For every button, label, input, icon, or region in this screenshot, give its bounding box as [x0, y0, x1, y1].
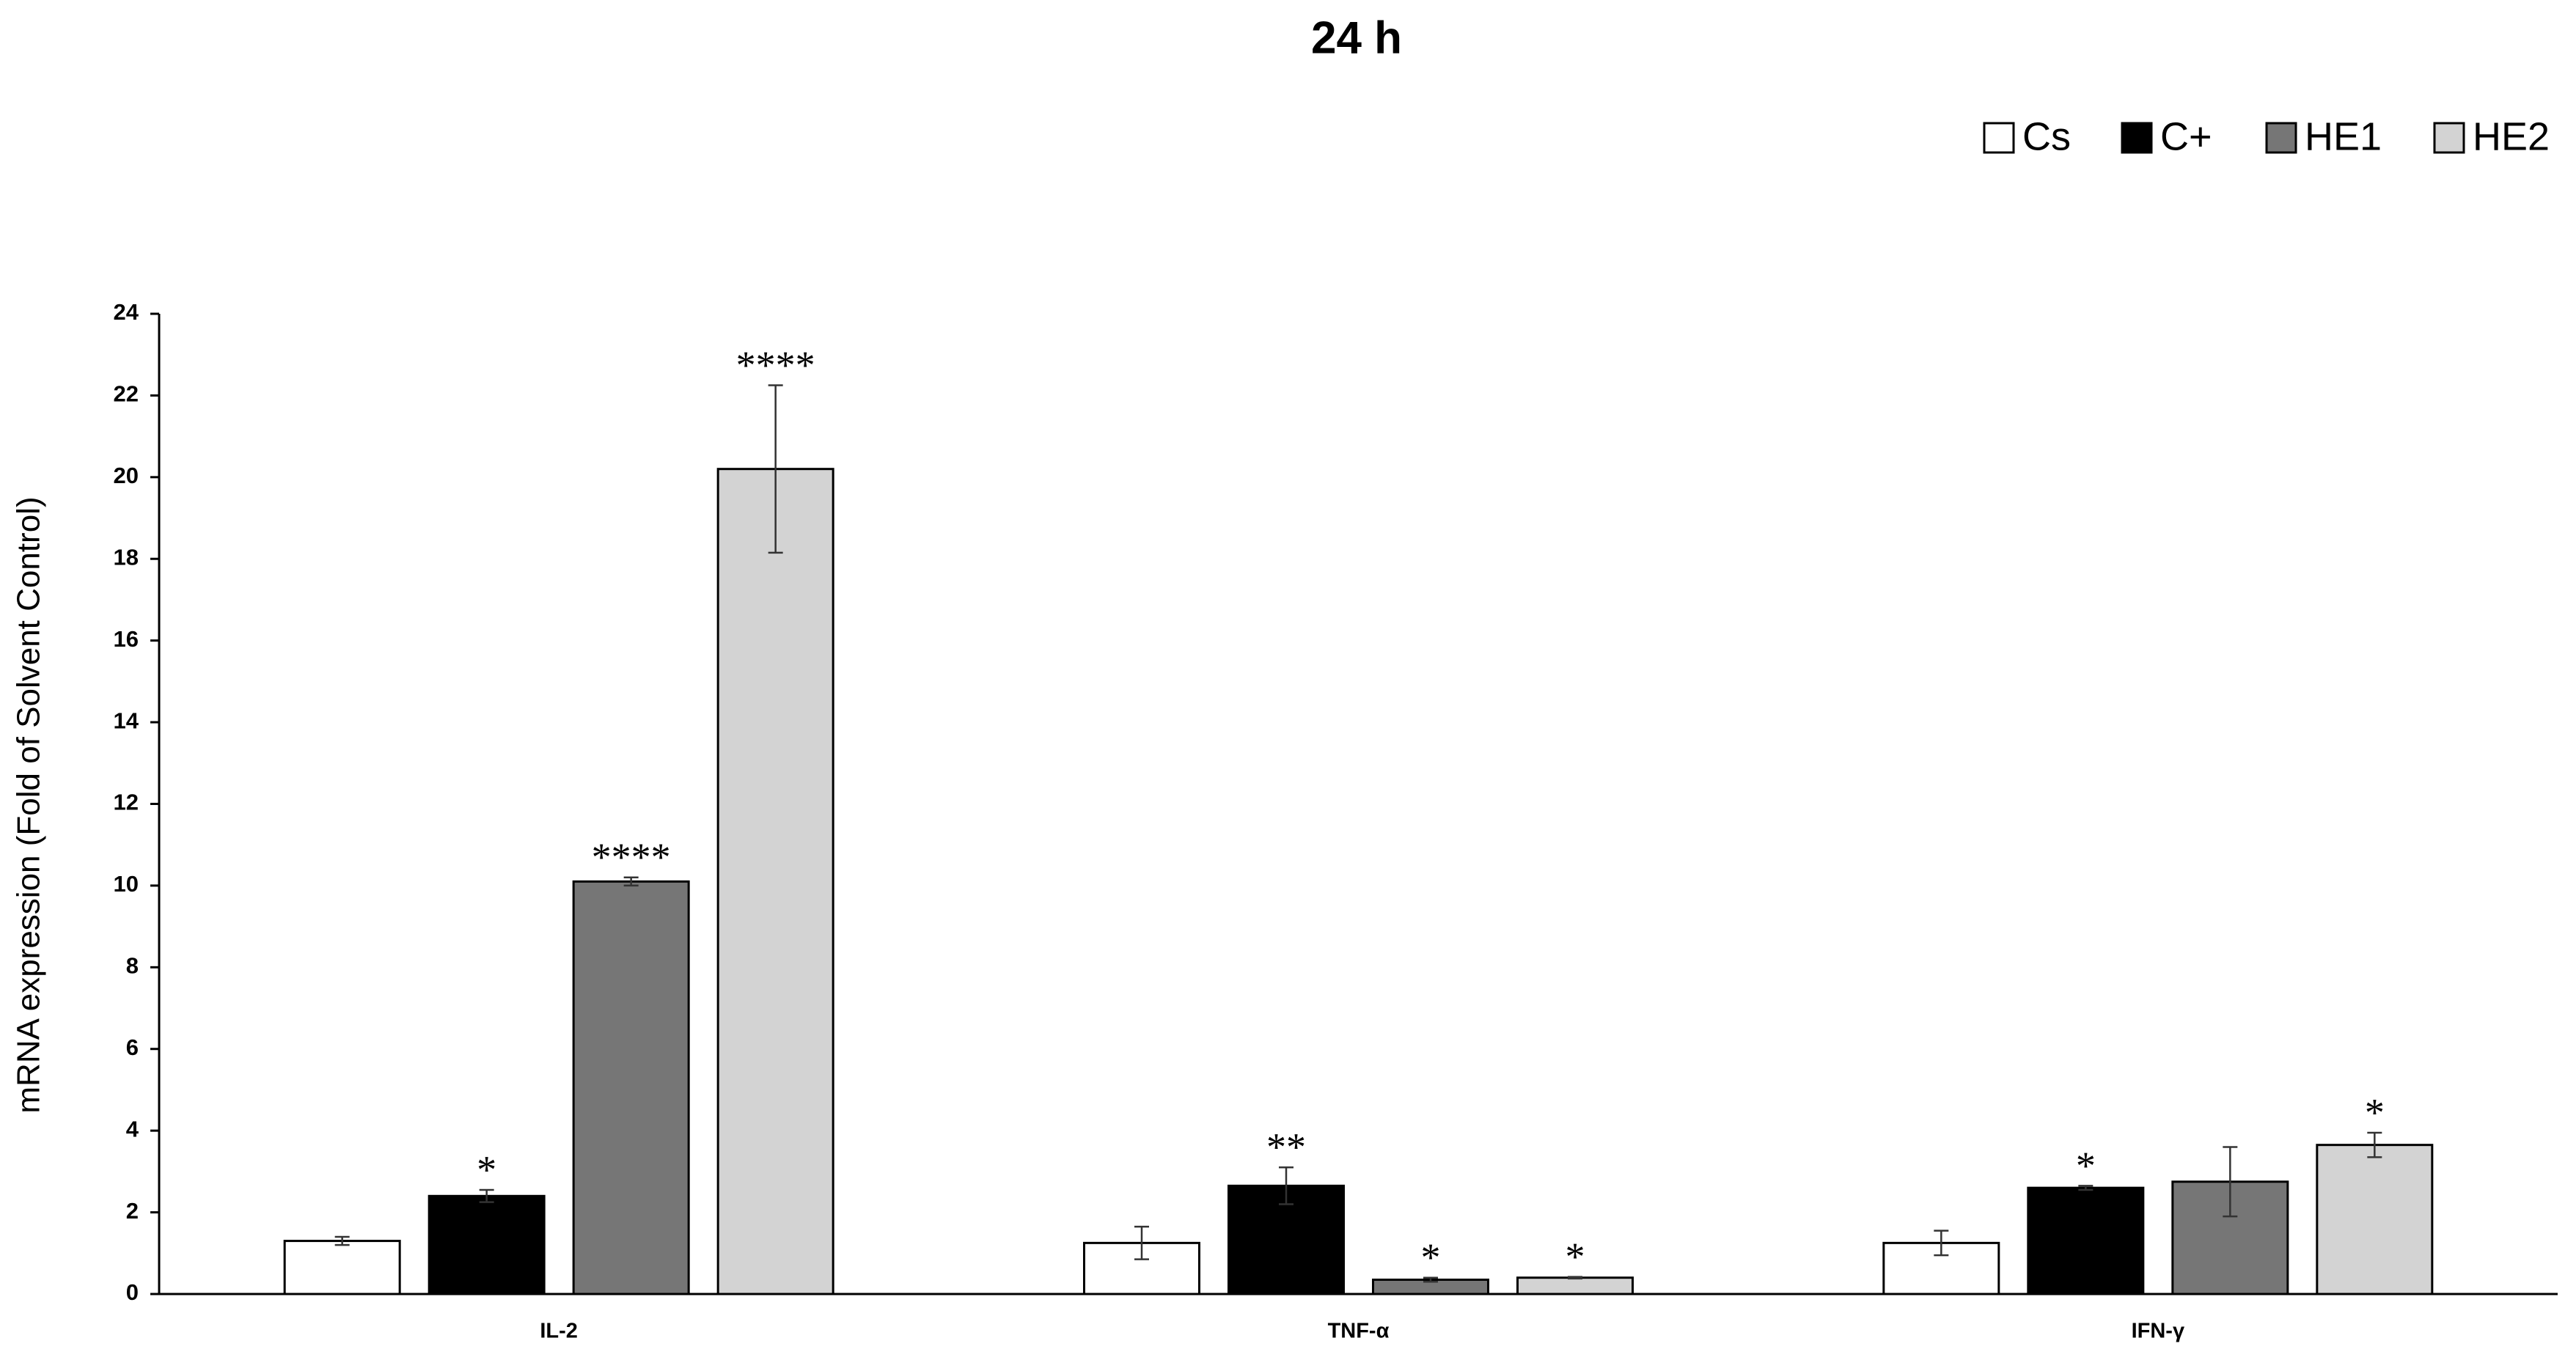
legend-label: Cs: [2022, 114, 2071, 158]
significance-label: *: [1566, 1235, 1585, 1279]
significance-label: ****: [592, 835, 671, 879]
error-bar: [1568, 1276, 1582, 1280]
error-bar: [2223, 1146, 2238, 1218]
legend-swatch: [2433, 122, 2465, 154]
y-tick-label: 22: [114, 381, 139, 407]
y-tick-label: 14: [114, 707, 139, 733]
significance-label: *: [2076, 1144, 2096, 1188]
chart-title: 24 h: [1311, 12, 1402, 63]
error-bar: [479, 1188, 494, 1203]
y-tick-label: 24: [114, 299, 139, 325]
x-tick-label: IL-2: [540, 1320, 578, 1343]
y-tick-label: 16: [114, 626, 139, 652]
bar: [1228, 1184, 1345, 1295]
significance-label: *: [477, 1147, 496, 1191]
error-bar: [1134, 1225, 1149, 1260]
bar: [716, 468, 834, 1295]
x-tick-label: IFN-γ: [2132, 1320, 2185, 1343]
y-tick-label: 20: [114, 463, 139, 488]
legend-swatch: [2265, 122, 2297, 154]
significance-label: **: [1266, 1125, 1306, 1169]
y-tick-label: 12: [114, 790, 139, 815]
legend-label: HE1: [2305, 114, 2382, 158]
bar: [283, 1240, 401, 1295]
y-tick-label: 4: [126, 1116, 139, 1142]
y-tick-label: 6: [126, 1034, 139, 1060]
y-tick-label: 8: [126, 953, 139, 979]
x-tick-label: TNF-α: [1328, 1320, 1390, 1343]
bar: [1516, 1276, 1634, 1295]
error-bar: [334, 1235, 350, 1246]
legend-label: HE2: [2473, 114, 2550, 158]
error-bar: [1934, 1229, 1949, 1257]
significance-label: *: [1421, 1235, 1441, 1279]
legend-label: C+: [2160, 114, 2212, 158]
significance-label: ****: [736, 343, 815, 387]
error-bar: [768, 384, 783, 554]
significance-label: *: [2365, 1090, 2385, 1134]
y-tick-label: 0: [126, 1279, 139, 1305]
y-axis-title: mRNA expression (Fold of Solvent Control…: [11, 496, 47, 1113]
bar: [428, 1194, 546, 1295]
error-bar: [1423, 1276, 1438, 1283]
y-tick-label: 18: [114, 544, 139, 570]
bar: [2316, 1144, 2434, 1295]
error-bar: [2367, 1131, 2382, 1158]
legend-swatch: [2121, 122, 2153, 154]
error-bar: [1279, 1166, 1293, 1205]
error-bar: [623, 876, 639, 887]
bar: [2027, 1186, 2145, 1295]
y-tick-label: 10: [114, 871, 139, 897]
bar: [572, 880, 690, 1295]
y-tick-label: 2: [126, 1198, 139, 1224]
legend-swatch: [1983, 122, 2015, 154]
error-bar: [2078, 1185, 2094, 1191]
